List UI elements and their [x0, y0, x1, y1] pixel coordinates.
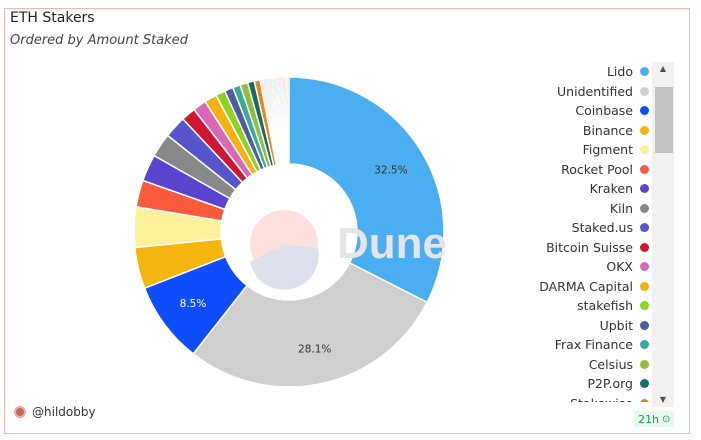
legend-item[interactable]: Coinbase: [575, 101, 652, 121]
refresh-age: 21h: [638, 412, 659, 426]
legend-color-icon: [640, 301, 649, 311]
author-link[interactable]: @hildobby: [14, 405, 96, 419]
legend-color-icon: [640, 262, 649, 272]
legend-label: Upbit: [599, 317, 633, 333]
legend-color-icon: [640, 67, 649, 77]
legend-color-icon: [640, 281, 649, 291]
legend-label: Celsius: [588, 356, 633, 372]
scroll-thumb[interactable]: [655, 87, 673, 153]
legend-label: OKX: [606, 259, 633, 275]
scroll-down-icon[interactable]: ▼: [659, 395, 667, 404]
legend-color-icon: [640, 320, 649, 330]
slice-labels: 32.5% 28.1% 8.5%: [180, 165, 408, 356]
legend-label: stakefish: [577, 298, 633, 314]
legend-color-icon: [640, 242, 649, 252]
chart-title: ETH Stakers: [10, 10, 95, 26]
legend-item[interactable]: OKX: [606, 257, 652, 277]
slice-value-label: 28.1%: [298, 344, 331, 356]
slices-group: [133, 76, 445, 388]
slice-minor[interactable]: [287, 76, 290, 165]
legend-label: Lido: [606, 64, 633, 80]
legend-label: Binance: [582, 122, 633, 138]
check-circle-icon: ⊙: [661, 413, 671, 425]
legend-label: Stakewise: [570, 396, 633, 402]
legend-label: P2P.org: [587, 376, 633, 392]
legend-item[interactable]: Upbit: [600, 316, 652, 336]
slice-lido[interactable]: [288, 76, 445, 304]
avatar: [14, 406, 26, 418]
legend-color-icon: [640, 398, 649, 402]
legend-item[interactable]: DARMA Capital: [539, 277, 652, 297]
legend-label: Kraken: [589, 181, 633, 197]
legend-color-icon: [640, 340, 649, 350]
inner-circle-bottom: [250, 244, 319, 290]
scroll-up-icon[interactable]: ▲: [659, 64, 667, 73]
legend-item[interactable]: Frax Finance: [555, 335, 652, 355]
legend-color-icon: [640, 184, 649, 194]
legend-label: DARMA Capital: [539, 278, 633, 294]
legend-color-icon: [640, 223, 649, 233]
legend-item[interactable]: Binance: [583, 121, 652, 141]
legend-item[interactable]: Rocket Pool: [561, 160, 652, 180]
dune-watermark: Dune: [337, 219, 447, 268]
legend-item[interactable]: Kiln: [610, 199, 652, 219]
legend-scrollbar[interactable]: ▲ ▼: [652, 62, 674, 407]
legend-item[interactable]: Figment: [583, 140, 652, 160]
legend-label: Bitcoin Suisse: [546, 239, 633, 255]
legend-label: Unidentified: [557, 83, 633, 99]
legend-color-icon: [640, 203, 649, 213]
legend-label: Frax Finance: [554, 337, 633, 353]
inner-decoration: [250, 210, 319, 290]
legend-item[interactable]: P2P.org: [587, 374, 652, 394]
legend: Lido Unidentified Coinbase Binance Figment Ro…: [522, 62, 652, 402]
slice-unidentified[interactable]: [192, 261, 429, 388]
author-name: @hildobby: [32, 405, 96, 419]
legend-item[interactable]: Bitcoin Suisse: [546, 238, 652, 258]
legend-color-icon: [640, 145, 649, 155]
legend-item[interactable]: Unidentified: [557, 82, 652, 102]
legend-color-icon: [640, 125, 649, 135]
legend-color-icon: [640, 379, 649, 389]
slice-value-label: 8.5%: [180, 298, 207, 310]
legend-label: Coinbase: [575, 103, 633, 119]
legend-color-icon: [640, 86, 649, 96]
legend-item[interactable]: Celsius: [589, 355, 652, 375]
legend-label: Staked.us: [571, 220, 633, 236]
legend-item[interactable]: Lido: [607, 62, 652, 82]
chart-subtitle: Ordered by Amount Staked: [10, 33, 188, 48]
legend-item[interactable]: Staked.us: [572, 218, 652, 238]
legend-color-icon: [640, 359, 649, 369]
refresh-badge[interactable]: 21h ⊙: [634, 411, 675, 427]
legend-item[interactable]: stakefish: [577, 296, 652, 316]
legend-item[interactable]: Stakewise: [570, 394, 652, 402]
legend-color-icon: [640, 106, 649, 116]
legend-color-icon: [640, 164, 649, 174]
legend-label: Figment: [582, 142, 633, 158]
slice-value-label: 32.5%: [374, 165, 407, 177]
legend-item[interactable]: Kraken: [590, 179, 652, 199]
legend-label: Kiln: [609, 200, 633, 216]
legend-label: Rocket Pool: [561, 161, 633, 177]
